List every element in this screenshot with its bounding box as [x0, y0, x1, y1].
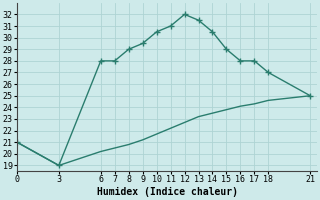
- X-axis label: Humidex (Indice chaleur): Humidex (Indice chaleur): [97, 187, 237, 197]
